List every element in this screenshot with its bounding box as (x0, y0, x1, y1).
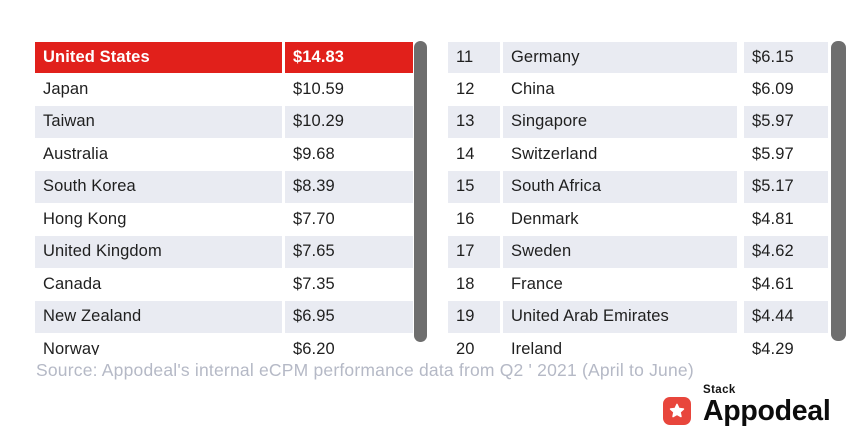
table-row: 18 France $4.61 (448, 268, 828, 301)
ecpm-table-ranks-1-10: United States $14.83 Japan $10.59 Taiwan… (35, 42, 413, 355)
country-cell: Germany (503, 42, 737, 73)
source-note: Source: Appodeal's internal eCPM perform… (36, 360, 694, 380)
country-cell: Australia (35, 138, 282, 171)
logo-stack-label: Stack (703, 384, 736, 396)
ecpm-value-cell: $9.68 (285, 138, 413, 171)
ecpm-table-ranks-11-20: 11 Germany $6.15 12 China $6.09 13 Singa… (448, 42, 828, 355)
country-cell: South Korea (35, 170, 282, 203)
table-row: 16 Denmark $4.81 (448, 203, 828, 236)
country-cell: Japan (35, 73, 282, 106)
logo-appodeal-label: Appodeal (703, 395, 831, 427)
rank-cell: 13 (448, 105, 500, 138)
appodeal-logo: Stack Appodeal (663, 384, 831, 427)
right-table-scrollbar[interactable] (831, 41, 846, 341)
country-cell: United Kingdom (35, 235, 282, 268)
country-cell: Hong Kong (35, 203, 282, 236)
country-cell: Canada (35, 268, 282, 301)
ecpm-value-cell: $5.17 (744, 170, 828, 203)
country-cell: China (503, 73, 737, 106)
ecpm-value-cell: $4.62 (744, 235, 828, 268)
appodeal-star-icon (663, 397, 691, 425)
ecpm-value-cell: $14.83 (285, 42, 413, 73)
rank-cell: 12 (448, 73, 500, 106)
rank-cell: 18 (448, 268, 500, 301)
ecpm-value-cell: $6.15 (744, 42, 828, 73)
table-row: 15 South Africa $5.17 (448, 170, 828, 203)
rank-cell: 19 (448, 300, 500, 333)
table-row: Australia $9.68 (35, 138, 413, 171)
table-row: 12 China $6.09 (448, 73, 828, 106)
table-row: Japan $10.59 (35, 73, 413, 106)
table-row: Hong Kong $7.70 (35, 203, 413, 236)
country-cell: South Africa (503, 170, 737, 203)
table-row: 11 Germany $6.15 (448, 42, 828, 73)
rank-cell: 20 (448, 333, 500, 355)
ecpm-value-cell: $7.70 (285, 203, 413, 236)
table-row: Canada $7.35 (35, 268, 413, 301)
ecpm-value-cell: $6.95 (285, 300, 413, 333)
ecpm-value-cell: $4.61 (744, 268, 828, 301)
country-cell: France (503, 268, 737, 301)
country-cell: Sweden (503, 235, 737, 268)
rank-cell: 11 (448, 42, 500, 73)
country-cell: United Arab Emirates (503, 300, 737, 333)
country-cell: Norway (35, 333, 282, 355)
country-cell: Taiwan (35, 105, 282, 138)
ecpm-value-cell: $6.09 (744, 73, 828, 106)
ecpm-value-cell: $10.29 (285, 105, 413, 138)
table-row: 17 Sweden $4.62 (448, 235, 828, 268)
ecpm-value-cell: $6.20 (285, 333, 413, 355)
ecpm-value-cell: $4.29 (744, 333, 828, 355)
country-cell: United States (35, 42, 282, 73)
table-row: 20 Ireland $4.29 (448, 333, 828, 355)
table-row: 19 United Arab Emirates $4.44 (448, 300, 828, 333)
ecpm-value-cell: $7.35 (285, 268, 413, 301)
ecpm-value-cell: $5.97 (744, 138, 828, 171)
table-row: United Kingdom $7.65 (35, 235, 413, 268)
rank-cell: 15 (448, 170, 500, 203)
country-cell: Singapore (503, 105, 737, 138)
ecpm-value-cell: $5.97 (744, 105, 828, 138)
table-row: Norway $6.20 (35, 333, 413, 355)
country-cell: New Zealand (35, 300, 282, 333)
country-cell: Ireland (503, 333, 737, 355)
table-row: United States $14.83 (35, 42, 413, 73)
logo-text: Stack Appodeal (703, 384, 831, 427)
country-cell: Denmark (503, 203, 737, 236)
rank-cell: 14 (448, 138, 500, 171)
table-row: Taiwan $10.29 (35, 105, 413, 138)
ecpm-value-cell: $4.44 (744, 300, 828, 333)
rank-cell: 17 (448, 235, 500, 268)
table-row: South Korea $8.39 (35, 170, 413, 203)
ecpm-value-cell: $10.59 (285, 73, 413, 106)
table-row: New Zealand $6.95 (35, 300, 413, 333)
ecpm-value-cell: $7.65 (285, 235, 413, 268)
table-row: 14 Switzerland $5.97 (448, 138, 828, 171)
left-table-scrollbar[interactable] (414, 41, 427, 342)
country-cell: Switzerland (503, 138, 737, 171)
table-row: 13 Singapore $5.97 (448, 105, 828, 138)
ecpm-value-cell: $4.81 (744, 203, 828, 236)
rank-cell: 16 (448, 203, 500, 236)
ecpm-value-cell: $8.39 (285, 170, 413, 203)
